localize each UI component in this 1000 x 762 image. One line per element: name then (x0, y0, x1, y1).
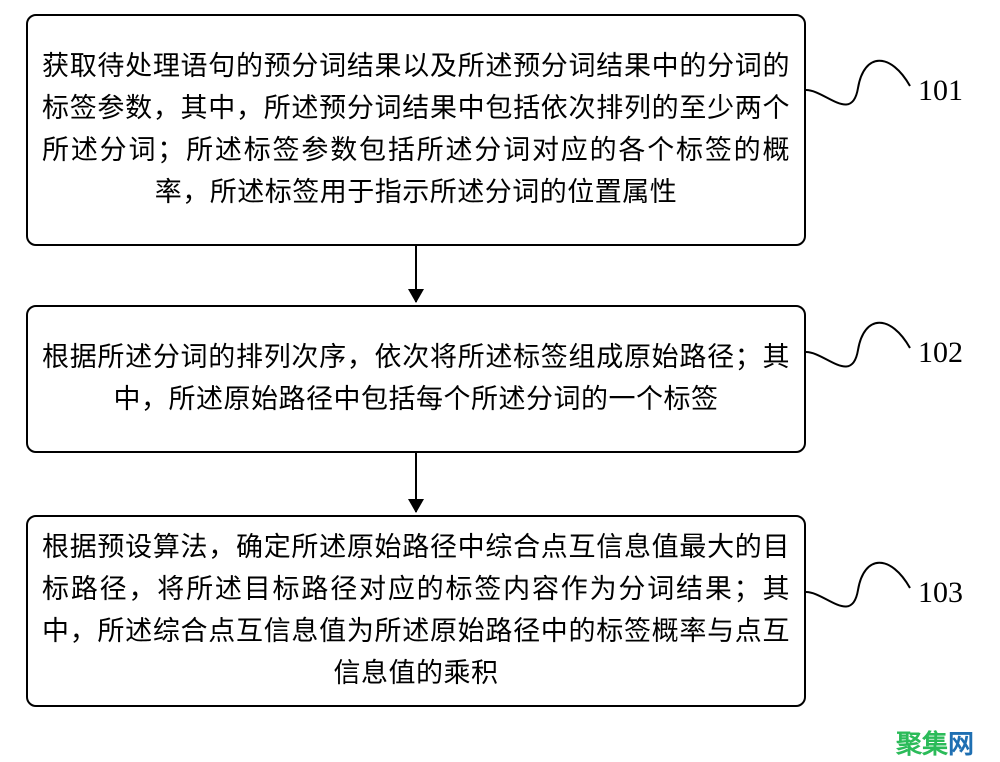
step-label-101: 101 (918, 74, 963, 108)
watermark-main: 聚集 (896, 729, 948, 759)
watermark-accent: 网 (948, 729, 974, 759)
step-text-102: 根据所述分词的排列次序，依次将所述标签组成原始路径；其中，所述原始路径中包括每个… (42, 337, 790, 421)
step-text-101: 获取待处理语句的预分词结果以及所述预分词结果中的分词的标签参数，其中，所述预分词… (42, 46, 790, 213)
step-box-102: 根据所述分词的排列次序，依次将所述标签组成原始路径；其中，所述原始路径中包括每个… (26, 305, 806, 453)
step-box-103: 根据预设算法，确定所述原始路径中综合点互信息值最大的目标路径，将所述目标路径对应… (26, 515, 806, 707)
step-label-102: 102 (918, 336, 963, 370)
step-box-101: 获取待处理语句的预分词结果以及所述预分词结果中的分词的标签参数，其中，所述预分词… (26, 14, 806, 246)
connector-102 (802, 310, 914, 390)
flowchart: 获取待处理语句的预分词结果以及所述预分词结果中的分词的标签参数，其中，所述预分词… (0, 0, 1000, 762)
watermark: 聚集网 (896, 724, 974, 761)
connector-101 (802, 48, 914, 128)
connector-103 (802, 550, 914, 630)
arrow-102-103 (415, 453, 417, 512)
step-text-103: 根据预设算法，确定所述原始路径中综合点互信息值最大的目标路径，将所述目标路径对应… (42, 527, 790, 694)
arrow-101-102 (415, 246, 417, 302)
step-label-103: 103 (918, 576, 963, 610)
